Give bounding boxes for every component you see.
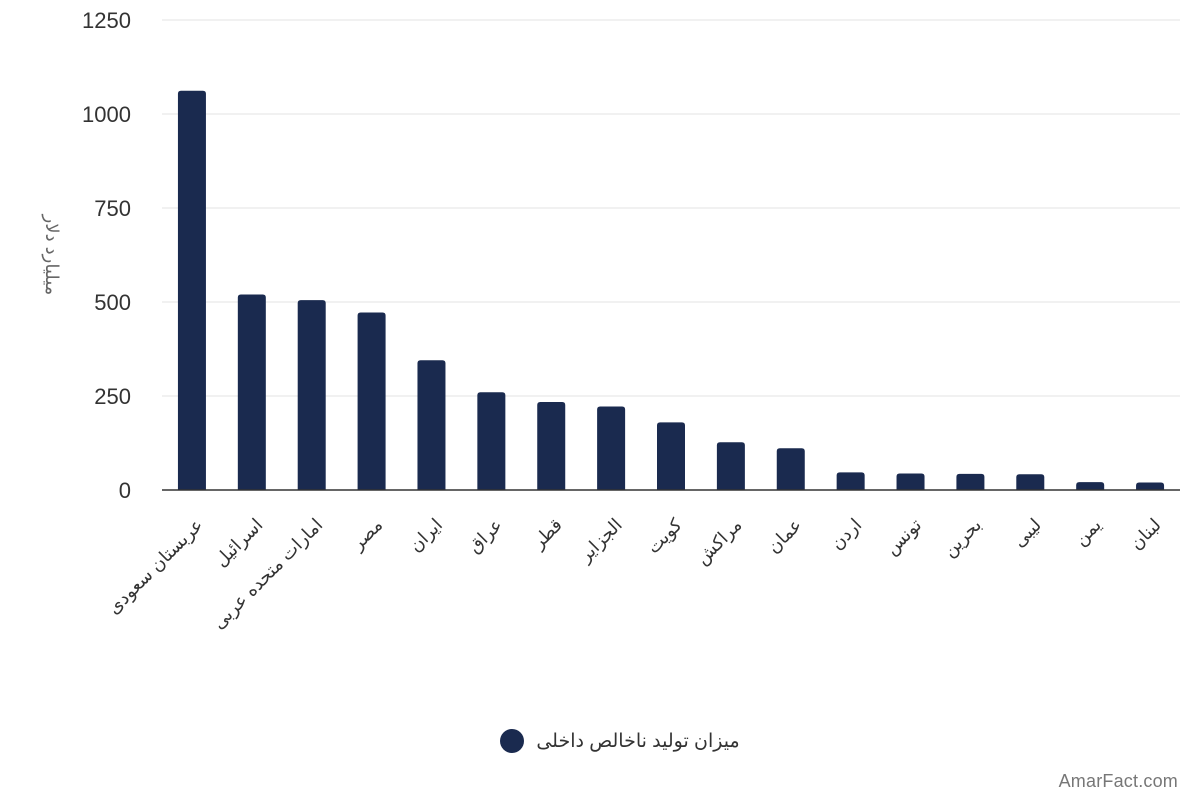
bar[interactable] bbox=[357, 312, 386, 490]
y-tick-label: 1000 bbox=[82, 102, 131, 127]
x-tick-label: عمان bbox=[763, 515, 805, 557]
bar[interactable] bbox=[537, 402, 566, 490]
x-tick-label: تونس bbox=[881, 515, 926, 560]
x-tick-label: مصر bbox=[347, 515, 387, 555]
x-tick-label: عراق bbox=[464, 515, 507, 558]
bar[interactable] bbox=[716, 442, 745, 490]
bar[interactable] bbox=[597, 406, 626, 490]
y-axis-title: میلیارد دلار bbox=[42, 214, 62, 296]
legend-label: میزان تولید ناخالص داخلی bbox=[536, 730, 740, 752]
x-tick-label: کویت bbox=[643, 514, 687, 558]
legend-item-gdp[interactable]: میزان تولید ناخالص داخلی bbox=[500, 729, 740, 753]
y-tick-label: 250 bbox=[94, 384, 131, 409]
bar[interactable] bbox=[297, 300, 326, 490]
bar[interactable] bbox=[776, 448, 805, 490]
x-tick-label: مراکش bbox=[692, 515, 747, 570]
bar[interactable] bbox=[657, 422, 685, 490]
legend: میزان تولید ناخالص داخلی bbox=[0, 726, 1200, 756]
watermark: AmarFact.com bbox=[1058, 771, 1178, 791]
x-tick-label: عربستان سعودی bbox=[103, 515, 207, 619]
x-tick-label: یمن bbox=[1070, 515, 1105, 550]
bar[interactable] bbox=[956, 473, 985, 490]
x-tick-label: اردن bbox=[827, 515, 866, 554]
x-tick-label: بحرین bbox=[939, 515, 986, 562]
bar[interactable] bbox=[1076, 482, 1105, 490]
x-tick-label: الجزایر bbox=[574, 515, 626, 567]
x-tick-label: لبنان bbox=[1126, 515, 1165, 554]
bar[interactable] bbox=[477, 392, 506, 490]
bar[interactable] bbox=[417, 360, 446, 490]
legend-marker bbox=[500, 729, 525, 753]
x-tick-label: ایران bbox=[405, 515, 447, 557]
bar[interactable] bbox=[836, 472, 865, 490]
bar[interactable] bbox=[237, 294, 266, 490]
x-tick-label: امارات متحده عربی bbox=[208, 515, 327, 634]
bar[interactable] bbox=[1016, 474, 1045, 490]
x-tick-label: قطر bbox=[528, 515, 567, 554]
bar[interactable] bbox=[896, 473, 925, 490]
y-tick-label: 1250 bbox=[82, 8, 131, 33]
bar[interactable] bbox=[1136, 482, 1165, 490]
bar[interactable] bbox=[177, 90, 206, 491]
y-tick-label: 500 bbox=[94, 290, 131, 315]
y-tick-label: 750 bbox=[94, 196, 131, 221]
y-tick-label: 0 bbox=[119, 478, 131, 503]
x-tick-label: لیبی bbox=[1009, 515, 1045, 551]
x-tick-label: اسرائیل bbox=[211, 515, 268, 572]
